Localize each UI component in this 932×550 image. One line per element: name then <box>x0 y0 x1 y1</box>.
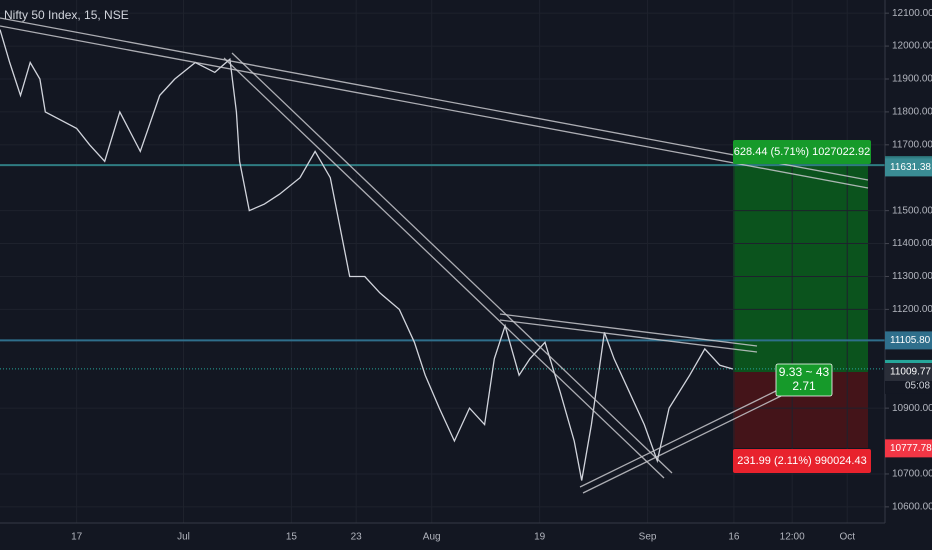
trend-line <box>579 389 779 488</box>
y-tick-label: 11400.00 <box>892 238 932 249</box>
trend-line <box>0 17 869 181</box>
trend-line <box>0 25 869 189</box>
price-label-box <box>885 363 932 382</box>
price-label: 11105.80 <box>890 335 931 346</box>
price-label-box <box>885 439 932 458</box>
y-tick-label: 12000.00 <box>892 41 932 52</box>
x-tick-label: 16 <box>728 532 740 543</box>
axis-labels: 12100.00 12000.00 11900.00 11800.00 11700.00… <box>71 8 932 543</box>
y-tick-label: 10900.00 <box>892 403 932 414</box>
trend-line <box>223 57 665 479</box>
y-tick-label: 12100.00 <box>892 8 932 19</box>
x-tick-label: 15 <box>286 532 298 543</box>
chart-title: Nifty 50 Index, 15, NSE <box>4 8 129 22</box>
price-label: 10777.78 <box>890 443 932 454</box>
x-tick-label: Aug <box>423 532 441 543</box>
x-tick-label: Jul <box>177 532 190 543</box>
target-label: 628.44 (5.71%) 1027022.92 <box>734 146 870 158</box>
y-tick-label: 11800.00 <box>892 107 932 118</box>
price-label-box <box>885 331 932 350</box>
y-tick-label: 11900.00 <box>892 74 932 85</box>
stop-label: 231.99 (2.11%) 990024.43 <box>737 455 866 467</box>
y-tick-label: 11300.00 <box>892 271 932 282</box>
y-tick-label: 11200.00 <box>892 304 932 315</box>
target-box <box>733 140 871 164</box>
trend-line <box>499 319 758 353</box>
plot <box>0 0 885 523</box>
x-tick-label: Oct <box>839 532 855 543</box>
x-tick-label: 19 <box>534 532 546 543</box>
price-label: 11631.38 <box>890 162 931 173</box>
trend-line <box>499 313 758 347</box>
price-line <box>0 29 733 481</box>
stop-box <box>733 449 871 473</box>
ratio-value: 2.71 <box>792 379 816 393</box>
y-tick-label: 10600.00 <box>892 502 932 513</box>
x-tick-label: 12:00 <box>780 532 805 543</box>
trend-line <box>231 52 673 474</box>
price-label-box <box>885 158 932 177</box>
price-axis <box>885 0 932 550</box>
x-tick-label: Sep <box>639 532 657 543</box>
trend-lines <box>0 17 869 494</box>
x-tick-label: 17 <box>71 532 83 543</box>
x-tick-label: 23 <box>351 532 363 543</box>
ratio-box <box>775 363 833 397</box>
target-zone <box>733 143 868 372</box>
price-label: 11009.77 <box>890 367 931 378</box>
y-tick-label: 10700.00 <box>892 469 932 480</box>
y-tick-label: 11500.00 <box>892 205 932 216</box>
countdown-box <box>885 377 932 394</box>
trend-line <box>582 395 782 494</box>
y-tick-label: 11700.00 <box>892 139 932 150</box>
countdown: 05:08 <box>905 381 930 392</box>
ratio-label: 9.33 ~ 43 <box>779 365 830 379</box>
